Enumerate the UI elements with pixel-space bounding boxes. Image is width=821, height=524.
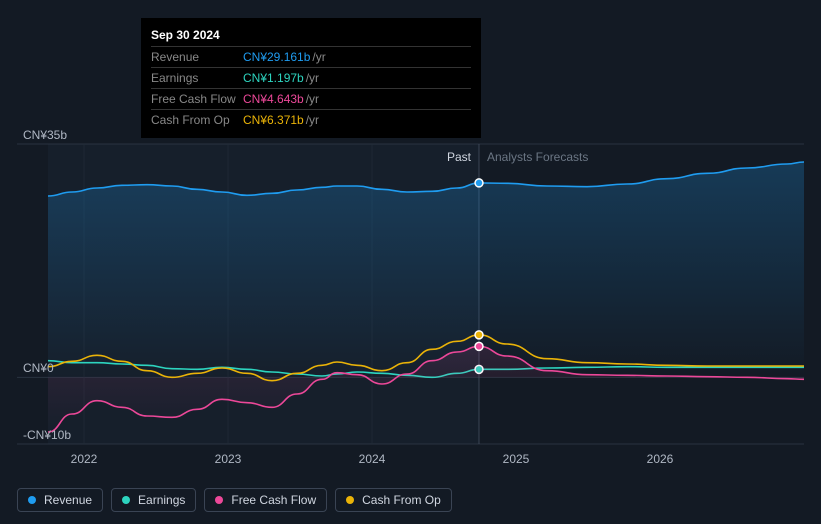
legend-label: Cash From Op — [362, 493, 441, 507]
tooltip-key: Free Cash Flow — [151, 92, 243, 106]
x-axis-label: 2023 — [215, 452, 242, 466]
legend-label: Revenue — [44, 493, 92, 507]
tooltip-date: Sep 30 2024 — [151, 24, 471, 47]
forecast-label: Analysts Forecasts — [487, 150, 588, 164]
legend-label: Earnings — [138, 493, 185, 507]
legend-dot — [346, 496, 354, 504]
past-label: Past — [447, 150, 471, 164]
y-axis-label: CN¥0 — [23, 361, 54, 375]
tooltip-unit: /yr — [312, 50, 325, 64]
tooltip-value: CN¥4.643b — [243, 92, 304, 106]
tooltip-key: Revenue — [151, 50, 243, 64]
x-axis-label: 2025 — [503, 452, 530, 466]
tooltip-row: Free Cash FlowCN¥4.643b/yr — [151, 89, 471, 110]
tooltip-unit: /yr — [306, 71, 319, 85]
x-axis-label: 2022 — [71, 452, 98, 466]
legend-dot — [215, 496, 223, 504]
x-axis-label: 2024 — [359, 452, 386, 466]
financial-chart: CN¥35b CN¥0 -CN¥10b2022 2023 2024 2025 2026 Pas… — [17, 120, 804, 472]
legend-dot — [28, 496, 36, 504]
tooltip-unit: /yr — [306, 92, 319, 106]
legend-item-free-cash-flow[interactable]: Free Cash Flow — [204, 488, 327, 512]
chart-legend: Revenue Earnings Free Cash Flow Cash From O… — [17, 488, 452, 512]
legend-label: Free Cash Flow — [231, 493, 316, 507]
legend-item-cash-from-op[interactable]: Cash From Op — [335, 488, 452, 512]
tooltip-row: EarningsCN¥1.197b/yr — [151, 68, 471, 89]
x-axis-label: 2026 — [647, 452, 674, 466]
legend-item-revenue[interactable]: Revenue — [17, 488, 103, 512]
legend-dot — [122, 496, 130, 504]
tooltip-value: CN¥29.161b — [243, 50, 310, 64]
y-axis-label: -CN¥10b — [23, 428, 71, 442]
tooltip-key: Earnings — [151, 71, 243, 85]
legend-item-earnings[interactable]: Earnings — [111, 488, 196, 512]
tooltip-row: RevenueCN¥29.161b/yr — [151, 47, 471, 68]
y-axis-label: CN¥35b — [23, 128, 67, 142]
tooltip-value: CN¥1.197b — [243, 71, 304, 85]
